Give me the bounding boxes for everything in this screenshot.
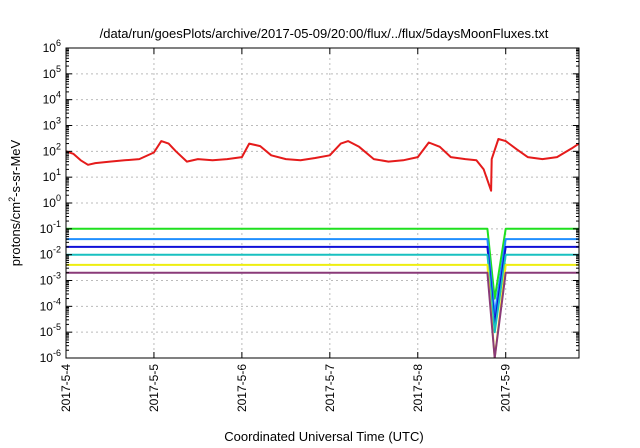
y-axis-label-superscript: 2 (7, 197, 17, 202)
x-tick-label: 2017-5-8 (411, 364, 425, 412)
y-tick-label: 104 (43, 90, 61, 107)
y-tick-base: 10 (40, 351, 54, 365)
y-tick-exponent: 4 (56, 90, 61, 100)
y-tick-label: 103 (43, 116, 61, 133)
x-axis-label: Coordinated Universal Time (UTC) (224, 429, 423, 444)
y-tick-exponent: -5 (53, 322, 61, 332)
y-tick-exponent: 0 (56, 193, 61, 203)
y-axis-label: protons/cm2-s-sr-MeV (7, 139, 23, 266)
y-tick-base: 10 (43, 119, 57, 133)
y-axis-label-prefix: protons/cm (8, 202, 23, 266)
series-line-5 (66, 253, 579, 334)
y-tick-base: 10 (43, 144, 57, 158)
y-tick-exponent: -2 (53, 245, 61, 255)
y-tick-base: 10 (40, 299, 54, 313)
y-tick-base: 10 (40, 274, 54, 288)
series-layer (66, 138, 579, 358)
series-line-2 (66, 227, 579, 300)
y-tick-label: 106 (43, 38, 61, 55)
y-tick-label: 10-6 (40, 348, 61, 365)
x-tick-label: 2017-5-4 (59, 364, 73, 412)
y-tick-exponent: 1 (56, 167, 61, 177)
y-tick-label: 10-2 (40, 245, 61, 262)
y-tick-exponent: 3 (56, 116, 61, 126)
series-line-3 (66, 238, 579, 316)
x-tick-label: 2017-5-9 (499, 364, 513, 412)
y-tick-exponent: 6 (56, 38, 61, 48)
y-tick-base: 10 (43, 67, 57, 81)
series-line-1 (66, 138, 579, 192)
y-tick-exponent: -4 (53, 296, 61, 306)
y-tick-exponent: -3 (53, 271, 61, 281)
y-tick-base: 10 (40, 222, 54, 236)
y-tick-label: 10-1 (40, 219, 61, 236)
y-tick-label: 10-3 (40, 271, 61, 288)
y-tick-label: 100 (43, 193, 61, 210)
axes: 2017-5-4 2017-5-5 2017-5-6 2017-5-7 2017-5-8… (40, 38, 579, 412)
grid (66, 48, 579, 358)
x-tick-label: 2017-5-6 (235, 364, 249, 412)
x-tick-label: 2017-5-7 (323, 364, 337, 412)
y-tick-exponent: 5 (56, 64, 61, 74)
y-tick-exponent: 2 (56, 141, 61, 151)
y-tick-base: 10 (43, 196, 57, 210)
chart-title: /data/run/goesPlots/archive/2017-05-09/2… (100, 26, 549, 41)
y-tick-label: 101 (43, 167, 61, 184)
y-tick-base: 10 (40, 248, 54, 262)
y-tick-base: 10 (40, 325, 54, 339)
series-line-4 (66, 245, 579, 326)
series-line-7 (66, 271, 579, 358)
y-tick-label: 10-4 (40, 296, 61, 313)
y-tick-base: 10 (43, 93, 57, 107)
x-tick-label: 2017-5-5 (147, 364, 161, 412)
y-tick-base: 10 (43, 170, 57, 184)
y-tick-label: 10-5 (40, 322, 61, 339)
y-tick-label: 105 (43, 64, 61, 81)
y-tick-label: 102 (43, 141, 61, 158)
y-tick-exponent: -6 (53, 348, 61, 358)
y-tick-exponent: -1 (53, 219, 61, 229)
y-tick-base: 10 (43, 41, 57, 55)
y-axis-label-suffix: -s-sr-MeV (8, 139, 23, 196)
